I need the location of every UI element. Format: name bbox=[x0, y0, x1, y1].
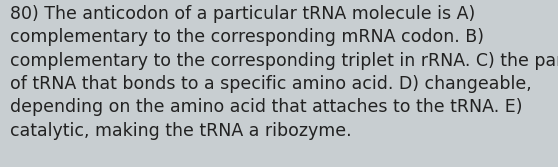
Text: 80) The anticodon of a particular tRNA molecule is A)
complementary to the corre: 80) The anticodon of a particular tRNA m… bbox=[10, 5, 558, 140]
